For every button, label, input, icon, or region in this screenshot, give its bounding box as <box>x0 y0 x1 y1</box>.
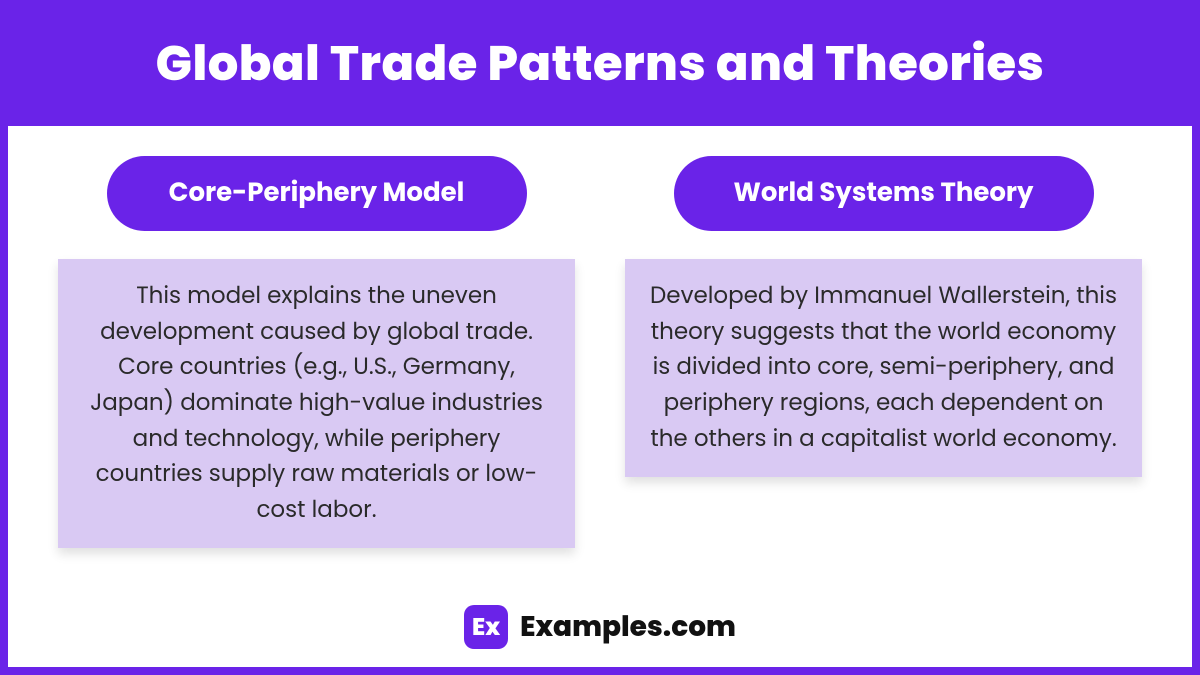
column-right: World Systems Theory Developed by Immanu… <box>625 156 1142 581</box>
header-bar: Global Trade Patterns and Theories <box>8 8 1192 126</box>
content-area: Core-Periphery Model This model explains… <box>8 126 1192 591</box>
footer: Ex Examples.com <box>8 591 1192 667</box>
card-title-left: Core-Periphery Model <box>107 156 527 231</box>
card-description-right: Developed by Immanuel Wallerstein, this … <box>625 259 1142 477</box>
column-left: Core-Periphery Model This model explains… <box>58 156 575 581</box>
card-description-left: This model explains the uneven developme… <box>58 259 575 548</box>
brand-name: Examples.com <box>520 606 736 648</box>
infographic-frame: Global Trade Patterns and Theories Core-… <box>0 0 1200 675</box>
card-title-right: World Systems Theory <box>674 156 1094 231</box>
page-title: Global Trade Patterns and Theories <box>18 28 1182 100</box>
logo-icon: Ex <box>464 605 508 649</box>
